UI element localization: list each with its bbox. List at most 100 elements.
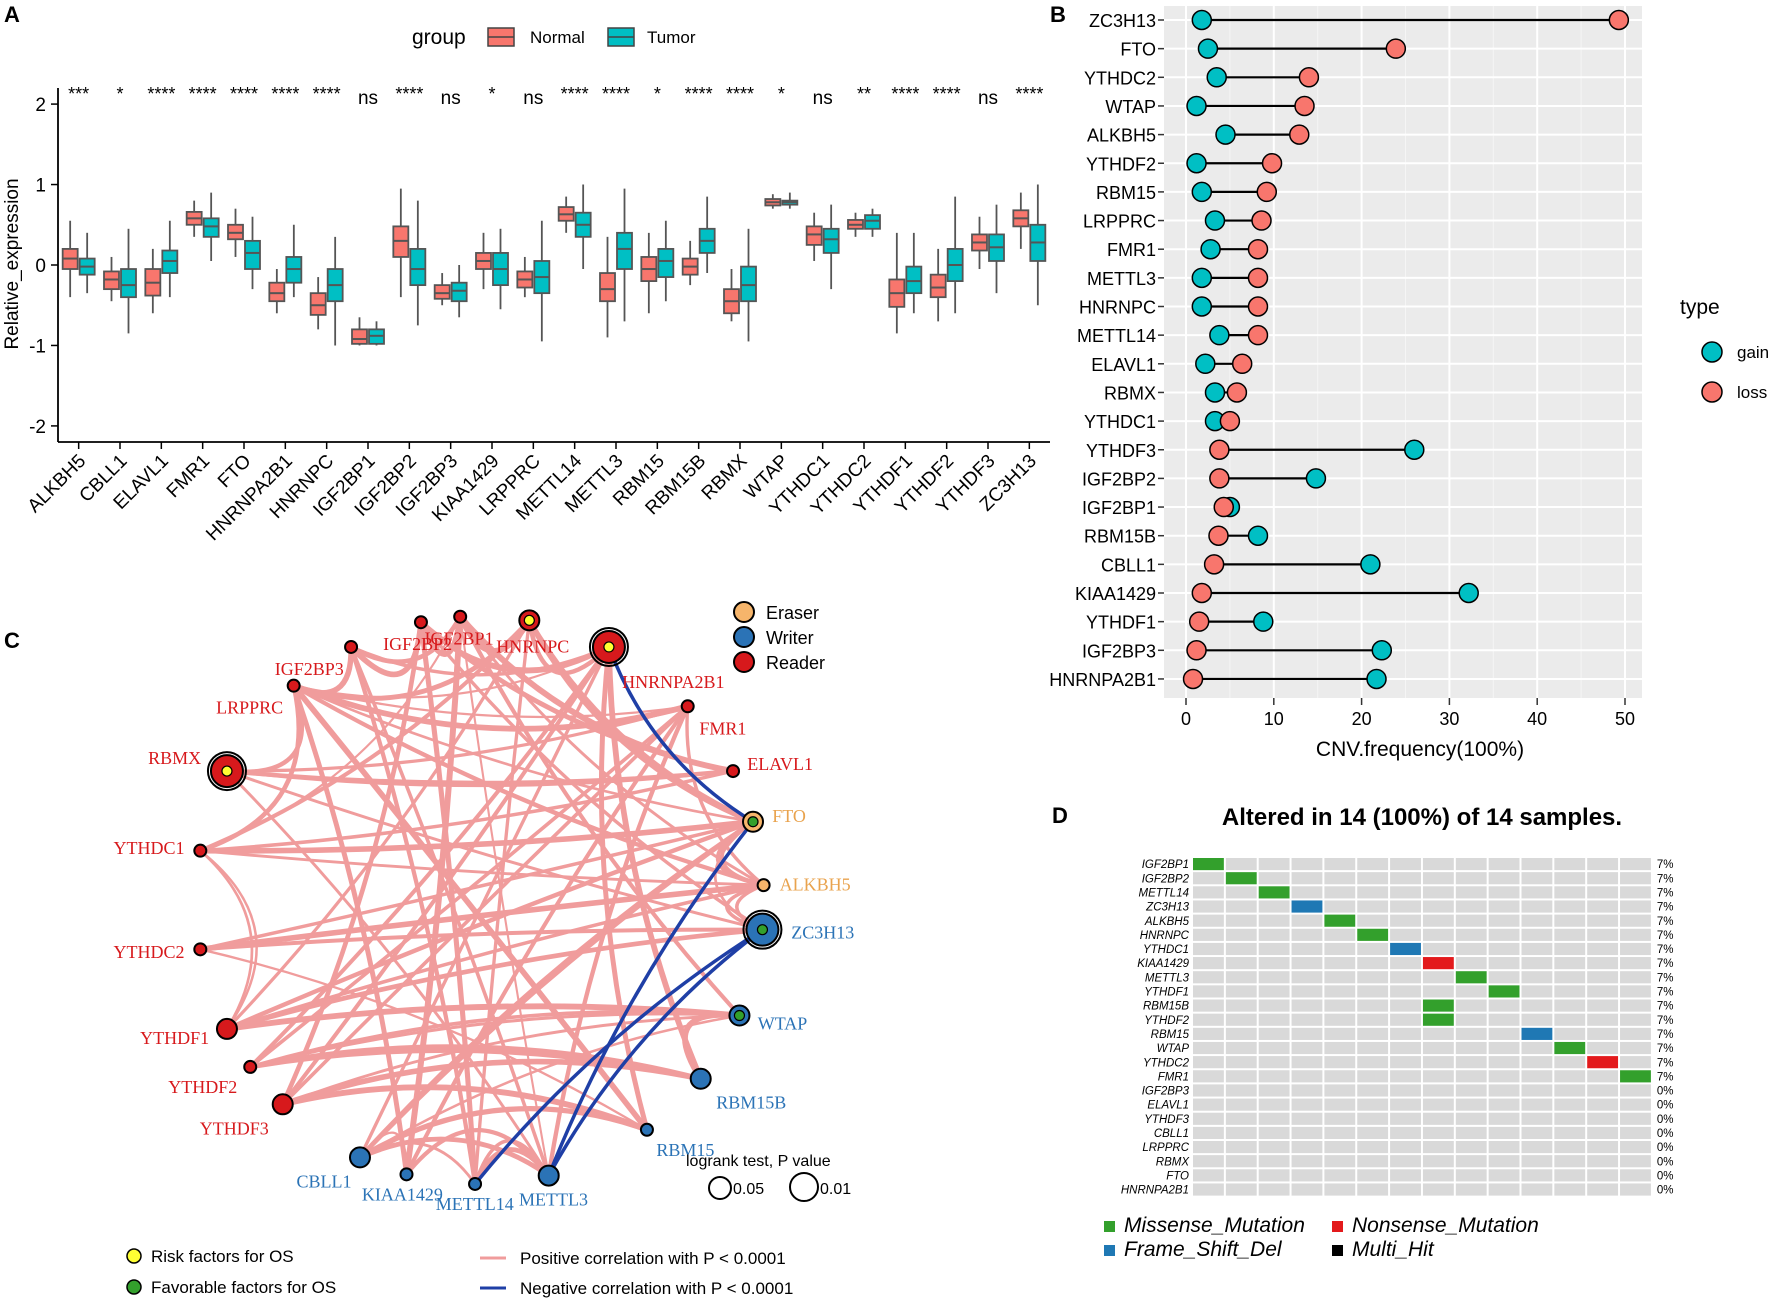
- network-node: FTO: [741, 806, 806, 833]
- empty-cell: [1390, 914, 1421, 927]
- empty-cell: [1422, 971, 1454, 984]
- positive-edge: [290, 682, 691, 732]
- empty-cell: [1258, 1169, 1290, 1182]
- favorable-marker: [733, 1009, 746, 1022]
- empty-cell: [1587, 999, 1619, 1012]
- empty-cell: [1357, 1027, 1389, 1040]
- y-tick-label: -2: [29, 417, 46, 438]
- empty-cell: [1357, 1112, 1389, 1125]
- node-label: YTHDC1: [114, 838, 185, 858]
- empty-cell: [1521, 928, 1553, 941]
- significance-label: *: [778, 84, 785, 104]
- empty-cell: [1554, 1169, 1586, 1182]
- empty-cell: [1455, 872, 1487, 885]
- empty-cell: [1324, 985, 1356, 998]
- loss-point: [1203, 554, 1225, 575]
- risk-marker: [523, 614, 535, 626]
- empty-cell: [1620, 914, 1651, 927]
- node-circle: [348, 1146, 371, 1169]
- role-legend-key: [733, 651, 755, 673]
- empty-cell: [1225, 1070, 1257, 1083]
- empty-cell: [1193, 914, 1224, 927]
- size-legend-title: logrank test, P value: [686, 1153, 831, 1170]
- positive-edge: [280, 704, 690, 1107]
- node-circle: [468, 1176, 483, 1191]
- empty-cell: [1455, 957, 1487, 970]
- empty-cell: [1521, 1141, 1553, 1154]
- empty-cell: [1521, 858, 1553, 871]
- gene-label: RBM15: [1151, 1029, 1190, 1041]
- loss-point: [1209, 468, 1230, 489]
- significance-label: ****: [189, 84, 217, 104]
- empty-cell: [1488, 999, 1520, 1012]
- mutation-cell: [1324, 914, 1356, 927]
- empty-cell: [1521, 886, 1553, 899]
- node-label: RBM15: [656, 1140, 714, 1160]
- empty-cell: [1324, 1112, 1356, 1125]
- gene-label: YTHDF3: [1144, 1114, 1189, 1126]
- panel-a-y-axis-title: Relative_expression: [2, 178, 23, 349]
- category-label: FMR1: [1107, 240, 1156, 260]
- network-node: YTHDF1: [140, 1017, 238, 1048]
- positive-edge: [472, 1147, 552, 1187]
- empty-cell: [1455, 1183, 1487, 1196]
- network-node: HNRNPC: [496, 609, 569, 656]
- mutation-cell: [1390, 942, 1421, 956]
- empty-cell: [1620, 1169, 1651, 1182]
- empty-cell: [1258, 872, 1290, 885]
- empty-cell: [1225, 1126, 1257, 1139]
- positive-edge: [198, 819, 755, 952]
- empty-cell: [1455, 928, 1487, 941]
- mutation-cell: [1455, 971, 1487, 984]
- empty-cell: [1193, 1141, 1224, 1154]
- category-label: CBLL1: [1101, 555, 1156, 575]
- empty-cell: [1258, 1098, 1290, 1111]
- gain-point: [1186, 153, 1207, 174]
- empty-cell: [1422, 900, 1454, 913]
- box-tumor: [905, 265, 923, 295]
- empty-cell: [1258, 858, 1290, 871]
- mutation-cell: [1587, 1056, 1619, 1069]
- empty-cell: [1258, 1027, 1290, 1040]
- empty-cell: [1521, 872, 1553, 885]
- gain-point: [1366, 668, 1387, 690]
- percent-label: 0%: [1657, 1086, 1674, 1098]
- empty-cell: [1390, 1084, 1421, 1097]
- gene-label: YTHDC2: [1143, 1057, 1190, 1069]
- category-label: IGF2BP1: [1082, 498, 1156, 518]
- empty-cell: [1554, 1126, 1586, 1139]
- empty-cell: [1422, 1041, 1454, 1055]
- network-node: METTL14: [436, 1176, 514, 1214]
- loss-point: [1226, 382, 1248, 403]
- panel-b-x-axis-title: CNV.frequency(100%): [1316, 738, 1524, 761]
- empty-cell: [1587, 1126, 1619, 1139]
- positive-edge: [279, 1058, 704, 1108]
- empty-cell: [1193, 1013, 1224, 1026]
- x-tick-label: 20: [1352, 709, 1372, 729]
- empty-cell: [1422, 1126, 1454, 1139]
- empty-cell: [1390, 886, 1421, 899]
- percent-label: 7%: [1657, 1071, 1674, 1083]
- pvalue-ring: [206, 751, 247, 792]
- gene-label: YTHDF2: [1144, 1015, 1189, 1027]
- mutation-cell: [1422, 1013, 1454, 1026]
- empty-cell: [1488, 971, 1520, 984]
- box-tumor: [409, 248, 427, 287]
- node-circle: [399, 1167, 414, 1182]
- empty-cell: [1587, 985, 1619, 998]
- significance-label: ****: [271, 84, 299, 104]
- empty-cell: [1422, 1183, 1454, 1196]
- positive-edge: [458, 615, 766, 887]
- empty-cell: [1291, 872, 1323, 885]
- empty-cell: [1324, 942, 1356, 956]
- empty-cell: [1620, 1155, 1651, 1168]
- empty-cell: [1554, 1183, 1586, 1196]
- gain-point: [1253, 611, 1274, 632]
- empty-cell: [1422, 1056, 1454, 1069]
- empty-cell: [1455, 999, 1487, 1012]
- x-tick-label: RBMX: [698, 450, 752, 504]
- category-label: IGF2BP3: [1082, 641, 1156, 661]
- x-tick-label: 10: [1264, 709, 1284, 729]
- empty-cell: [1291, 1126, 1323, 1139]
- node-label: IGF2BP3: [275, 659, 344, 679]
